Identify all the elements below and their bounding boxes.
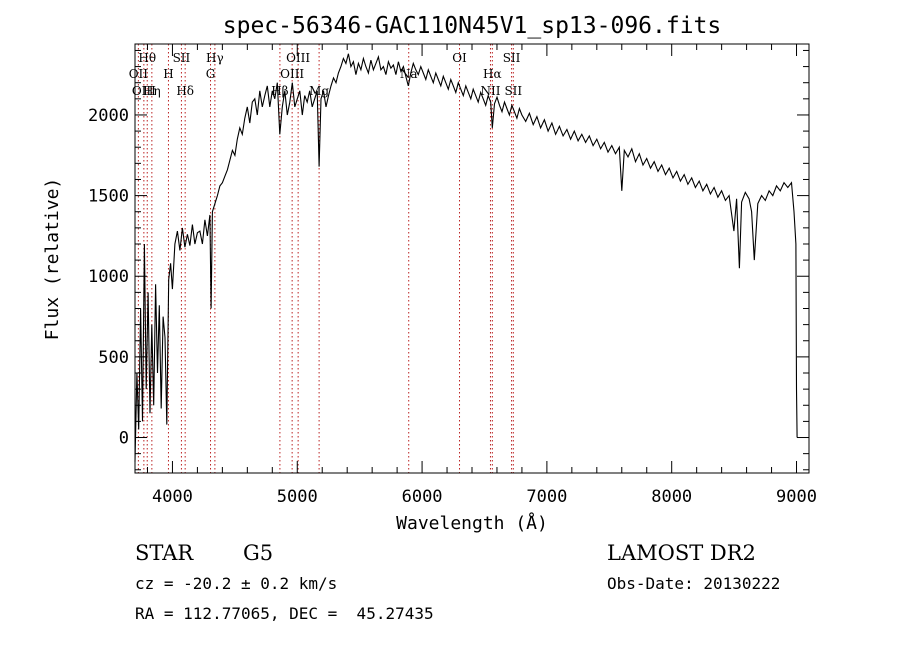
x-tick-label: 6000 [402, 487, 443, 507]
redshift-text: cz = -20.2 ± 0.2 km/s [135, 574, 338, 593]
line-label: OI [452, 51, 467, 65]
coordinates-text: RA = 112.77065, DEC = 45.27435 [135, 604, 434, 623]
line-label: Hδ [176, 84, 194, 98]
line-label: Mg [309, 84, 329, 98]
line-label: Hα [483, 67, 502, 81]
line-label: OIII [132, 84, 156, 98]
line-label: OIII [280, 67, 304, 81]
line-label: OIII [286, 51, 310, 65]
x-axis-ticks: 4000 5000 6000 7000 8000 9000 [146, 44, 817, 507]
plot-frame [134, 43, 810, 474]
line-label: NII [480, 84, 500, 98]
chart-title: spec-56346-GAC110N45V1_sp13-096.fits [223, 13, 722, 39]
line-label: SII [504, 84, 522, 98]
line-label: OII [129, 67, 149, 81]
y-tick-label: 2000 [88, 106, 129, 126]
x-tick-label: 7000 [526, 487, 567, 507]
x-tick-label: 4000 [152, 487, 193, 507]
obs-date-text: Obs-Date: 20130222 [607, 574, 781, 593]
survey-name: LAMOST DR2 [607, 541, 756, 565]
line-label: Hθ [138, 51, 156, 65]
object-class: STAR [135, 541, 194, 565]
spectral-subclass: G5 [243, 541, 274, 565]
line-label: G [206, 67, 216, 81]
line-label: H [163, 67, 173, 81]
y-axis-label: Flux (relative) [42, 178, 63, 341]
line-label: Hγ [206, 51, 224, 65]
spectral-line-markers [137, 44, 514, 473]
line-label: SII [503, 51, 521, 65]
y-tick-label: 1500 [88, 187, 129, 207]
line-label: SII [173, 51, 191, 65]
y-tick-label: 1000 [88, 267, 129, 287]
y-tick-label: 500 [98, 348, 129, 368]
y-axis-ticks: 0 500 1000 1500 2000 [88, 49, 809, 471]
y-tick-label: 0 [119, 429, 129, 449]
spectral-line-labels: OIIOIIIHθHηHSIIHδGHγHβOIIIOIIIMgNaOINIIH… [129, 51, 523, 98]
x-tick-label: 9000 [776, 487, 817, 507]
x-tick-label: 5000 [277, 487, 318, 507]
x-tick-label: 8000 [651, 487, 692, 507]
x-axis-label: Wavelength (Å) [396, 512, 548, 534]
line-label: Hη [143, 84, 161, 98]
spectrum-series-line [134, 53, 798, 462]
